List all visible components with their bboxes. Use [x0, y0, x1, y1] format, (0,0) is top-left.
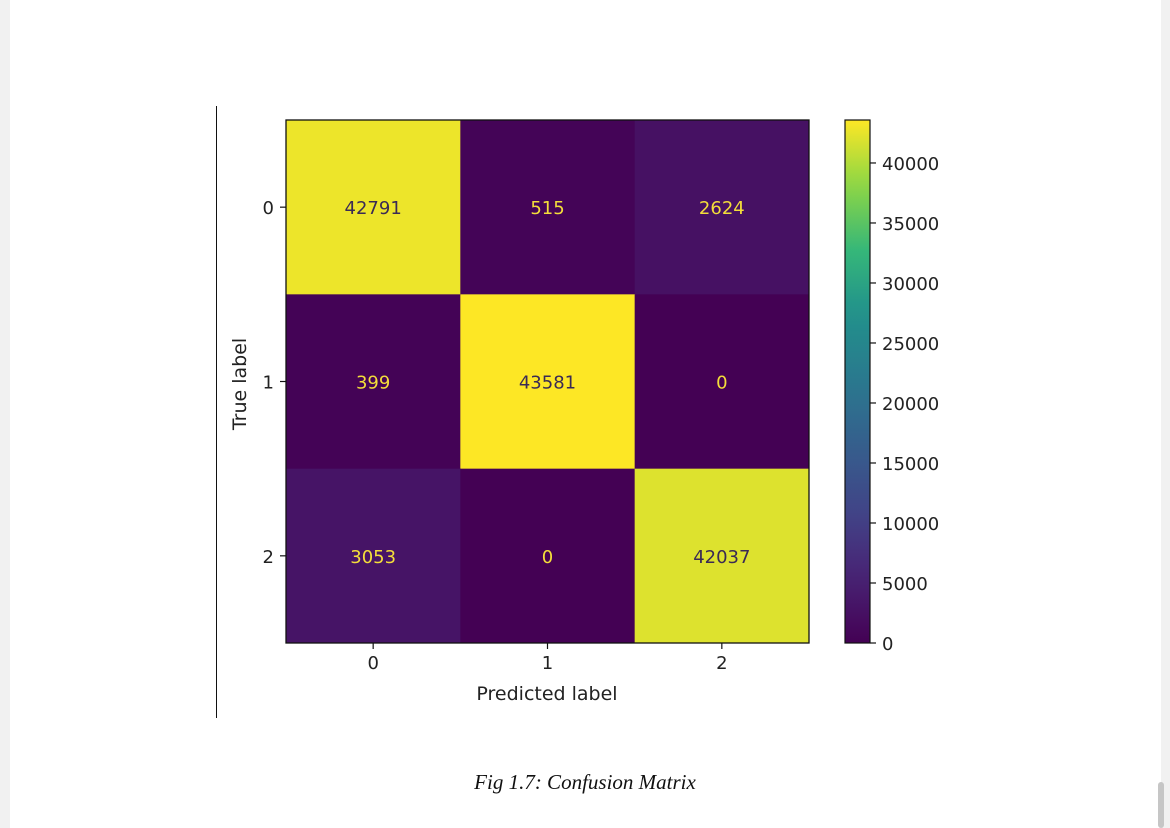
x-tick-label: 0 — [367, 653, 378, 674]
matrix-cell-0-1 — [460, 120, 636, 295]
x-tick-label: 1 — [542, 653, 553, 674]
colorbar-tick-label: 40000 — [882, 154, 939, 175]
x-tick-label: 2 — [716, 653, 727, 674]
cell-value-label: 42037 — [693, 547, 750, 568]
cell-value-label: 515 — [530, 198, 564, 219]
cell-value-label: 0 — [542, 547, 553, 568]
colorbar-tick-label: 20000 — [882, 394, 939, 415]
colorbar-tick-label: 5000 — [882, 574, 928, 595]
colorbar-tick-label: 30000 — [882, 274, 939, 295]
y-tick-label: 0 — [263, 198, 274, 219]
cell-value-label: 43581 — [519, 373, 576, 394]
colorbar — [844, 119, 871, 644]
cell-value-label: 42791 — [345, 198, 402, 219]
x-axis-label: Predicted label — [476, 683, 617, 705]
figure-caption: Fig 1.7: Confusion Matrix — [474, 770, 696, 794]
y-tick-label: 2 — [263, 547, 274, 568]
matrix-cell-2-1 — [460, 468, 636, 644]
scrollbar-thumb[interactable] — [1158, 782, 1164, 828]
colorbar-tick-label: 10000 — [882, 514, 939, 535]
matrix-cell-2-2 — [634, 468, 810, 644]
cell-value-label: 3053 — [350, 547, 396, 568]
colorbar-tick-label: 25000 — [882, 334, 939, 355]
y-axis-label: True label — [229, 338, 251, 431]
matrix-cell-0-2 — [634, 120, 810, 295]
cell-value-label: 2624 — [699, 198, 745, 219]
matrix-cell-1-0 — [286, 294, 461, 470]
y-tick-label: 1 — [263, 373, 274, 394]
colorbar-tick-label: 0 — [882, 634, 893, 655]
matrix-cell-0-0 — [286, 120, 461, 295]
colorbar-tick-label: 35000 — [882, 214, 939, 235]
cell-value-label: 0 — [716, 373, 727, 394]
page-divider-line — [216, 106, 217, 718]
matrix-cell-1-1 — [460, 294, 636, 470]
matrix-cell-1-2 — [634, 294, 810, 470]
cell-value-label: 399 — [356, 373, 390, 394]
colorbar-tick-label: 15000 — [882, 454, 939, 475]
matrix-cell-2-0 — [286, 468, 461, 644]
